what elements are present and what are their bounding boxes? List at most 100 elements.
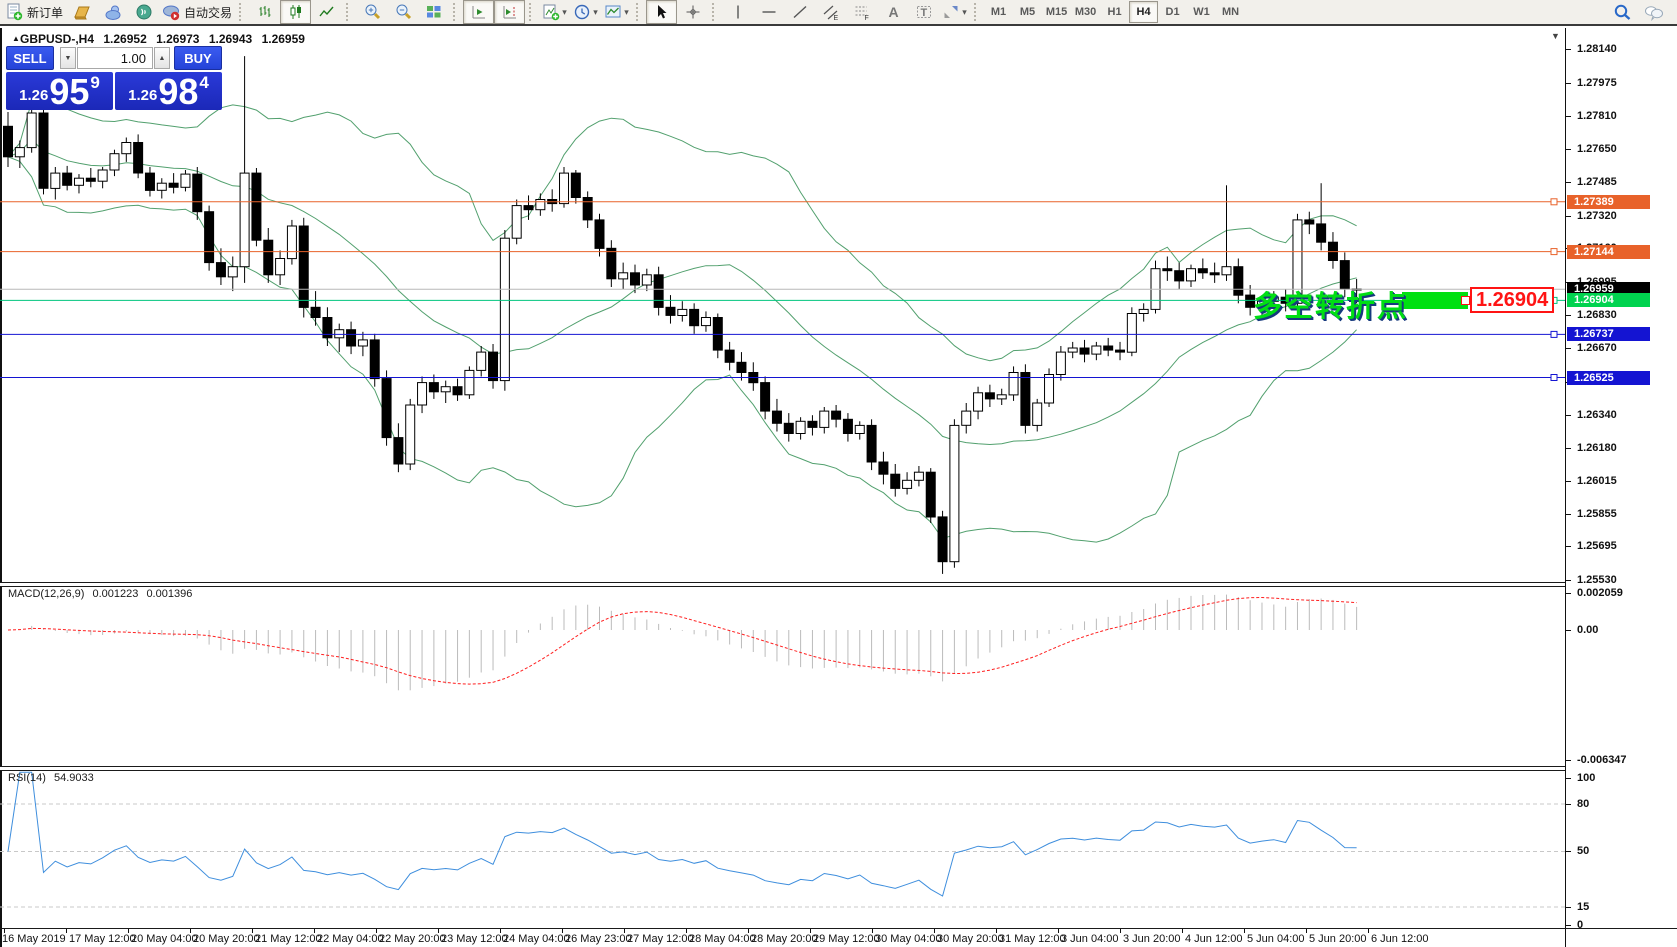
zoom-out-button[interactable]: [387, 0, 418, 24]
macd-axis-tick: 0.002059: [1566, 587, 1623, 599]
annotation-price-tag[interactable]: 1.26904: [1470, 287, 1555, 313]
chart-shift-button[interactable]: [494, 0, 526, 24]
timeframe-button-MN[interactable]: MN: [1221, 6, 1240, 18]
time-tick: [4, 929, 5, 933]
main-chart-canvas[interactable]: [0, 28, 1565, 582]
price-tag: 1.26959: [1567, 282, 1650, 297]
price-tick: 1.25855: [1566, 508, 1617, 520]
timeframe-button-M1[interactable]: M1: [990, 6, 1007, 18]
search-button[interactable]: [1607, 0, 1638, 24]
periods-button[interactable]: ▾: [570, 0, 601, 24]
buy-price-display[interactable]: 1.26 98 4: [115, 72, 222, 110]
market-watch-button[interactable]: [66, 0, 97, 24]
sell-button[interactable]: SELL: [6, 46, 54, 70]
time-tick: [128, 929, 129, 933]
signal-icon: [136, 4, 152, 20]
volume-increase-button[interactable]: ▲: [154, 47, 170, 69]
dropdown-caret-icon: ▾: [624, 6, 629, 17]
buy-button[interactable]: BUY: [174, 46, 222, 70]
price-tick: 1.27485: [1566, 176, 1617, 188]
line-chart-button[interactable]: [311, 0, 342, 24]
indicators-button[interactable]: ▾: [539, 0, 570, 24]
bar-chart-button[interactable]: [249, 0, 280, 24]
time-label: 20 May 20:00: [193, 933, 260, 945]
time-label: 16 May 2019: [2, 933, 66, 945]
time-label: 3 Jun 04:00: [1061, 933, 1119, 945]
templates-button[interactable]: ▾: [601, 0, 632, 24]
candlestick-chart-button[interactable]: [280, 0, 312, 24]
text-button[interactable]: A: [877, 0, 908, 24]
price-tag: 1.26904: [1567, 293, 1650, 308]
autotrading-button[interactable]: 自动交易: [159, 0, 235, 24]
rsi-value: 54.9033: [53, 772, 94, 784]
time-tick: [1058, 929, 1059, 933]
chart-shift-marker-icon[interactable]: ▼: [1551, 31, 1560, 41]
arrows-button[interactable]: ▾: [939, 0, 970, 24]
collapse-arrow-icon[interactable]: ▲: [12, 34, 20, 43]
toolbar-grip: [636, 3, 643, 21]
trendline-button[interactable]: [784, 0, 815, 24]
time-tick: [252, 929, 253, 933]
pane-separator[interactable]: [0, 582, 1565, 587]
timeframe-button-W1[interactable]: W1: [1193, 6, 1210, 18]
symbol-info-line: GBPUSD-,H4 1.26952 1.26973 1.26943 1.269…: [10, 32, 311, 46]
symbol-period-label: GBPUSD-,H4: [20, 32, 95, 46]
chat-button[interactable]: [1638, 0, 1669, 24]
annotation-text[interactable]: 多空转折点: [1253, 291, 1409, 323]
timeframe-button-M15[interactable]: M15: [1045, 6, 1068, 18]
timeframe-button-H4[interactable]: H4: [1129, 1, 1159, 23]
auto-scroll-icon: [472, 6, 485, 19]
zoom-in-icon: [365, 4, 380, 20]
price-tick: 1.27650: [1566, 143, 1617, 155]
quote-low: 1.26943: [208, 32, 253, 46]
time-tick: [500, 929, 501, 933]
price-axis-border: [1565, 28, 1566, 947]
timeframe-button-M5[interactable]: M5: [1019, 6, 1036, 18]
annotation-rectangle[interactable]: [1402, 292, 1468, 309]
data-window-button[interactable]: [97, 0, 128, 24]
annotation-connector-handle[interactable]: [1461, 296, 1470, 305]
crosshair-button[interactable]: [677, 0, 708, 24]
time-tick: [190, 929, 191, 933]
pane-separator[interactable]: [0, 766, 1565, 771]
tile-windows-button[interactable]: [418, 0, 449, 24]
text-label-button[interactable]: T: [908, 0, 939, 24]
volume-input[interactable]: [77, 47, 153, 69]
auto-scroll-button[interactable]: [463, 0, 495, 24]
rsi-axis-tick: 50: [1566, 845, 1589, 857]
macd-axis-tick: 0.00: [1566, 624, 1598, 636]
rsi-axis-tick: 0: [1566, 919, 1583, 931]
macd-pane-canvas[interactable]: [0, 585, 1565, 766]
template-icon: [605, 5, 621, 18]
timeframe-button-M30[interactable]: M30: [1074, 6, 1097, 18]
toolbar-grip: [529, 3, 536, 21]
quote-high: 1.26973: [156, 32, 200, 46]
zoom-in-button[interactable]: [356, 0, 387, 24]
horizontal-line-button[interactable]: [753, 0, 784, 24]
rsi-pane-canvas[interactable]: [0, 769, 1565, 928]
timeframe-button-H1[interactable]: H1: [1107, 6, 1122, 18]
timeframe-button-D1[interactable]: D1: [1165, 6, 1180, 18]
price-axis[interactable]: 1.28140 1.27975 1.27810 1.27650 1.27485 1.273…: [1566, 0, 1676, 947]
time-axis[interactable]: 16 May 2019 17 May 12:00 20 May 04:00 20 Ma…: [0, 929, 1677, 947]
sell-price-display[interactable]: 1.26 95 9: [6, 72, 113, 110]
price-tick: 1.27320: [1566, 210, 1617, 222]
text-label-icon: T: [916, 6, 931, 19]
price-tag: 1.27389: [1567, 194, 1650, 209]
dropdown-caret-icon: ▾: [562, 6, 567, 17]
price-tick: 1.26015: [1566, 475, 1617, 487]
new-order-button[interactable]: 新订单: [2, 0, 66, 24]
vertical-line-button[interactable]: [722, 0, 753, 24]
cursor-button[interactable]: [646, 0, 678, 24]
toolbar-grip: [974, 3, 981, 21]
time-label: 30 May 20:00: [937, 933, 1004, 945]
sell-price-pipette: 9: [90, 73, 100, 92]
svg-text:A: A: [888, 4, 898, 20]
fibonacci-button[interactable]: F: [846, 0, 877, 24]
volume-decrease-button[interactable]: ▼: [60, 47, 76, 69]
signals-button[interactable]: [128, 0, 159, 24]
time-label: 22 May 20:00: [379, 933, 446, 945]
equidistant-channel-button[interactable]: E: [815, 0, 846, 24]
trendline-icon: [793, 5, 807, 19]
